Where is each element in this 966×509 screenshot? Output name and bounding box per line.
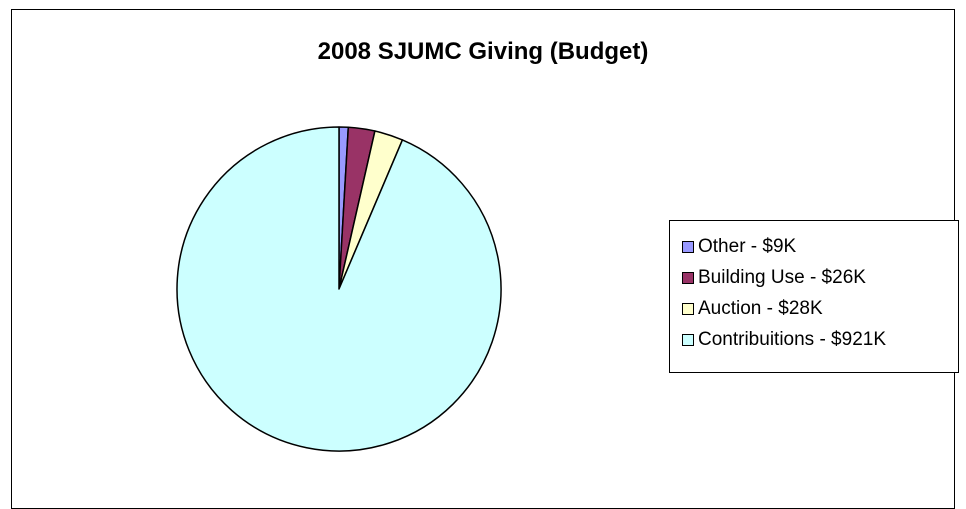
- pie-chart: [176, 126, 502, 452]
- legend: Other - $9K Building Use - $26K Auction …: [669, 220, 959, 373]
- legend-item-auction: Auction - $28K: [682, 293, 958, 324]
- legend-swatch-auction: [682, 302, 694, 315]
- legend-item-other: Other - $9K: [682, 231, 958, 262]
- legend-item-building-use: Building Use - $26K: [682, 262, 958, 293]
- legend-label-other: Other - $9K: [698, 235, 797, 257]
- chart-title: 2008 SJUMC Giving (Budget): [317, 38, 649, 65]
- legend-label-contribuitions: Contribuitions - $921K: [698, 328, 886, 350]
- legend-label-auction: Auction - $28K: [698, 297, 823, 319]
- legend-label-building-use: Building Use - $26K: [698, 266, 866, 288]
- pie-slice-contribuitions: [176, 126, 502, 452]
- chart-area: 2008 SJUMC Giving (Budget) Other - $9K B…: [11, 9, 959, 509]
- legend-swatch-other: [682, 240, 694, 253]
- legend-swatch-contribuitions: [682, 333, 694, 346]
- legend-swatch-building-use: [682, 271, 694, 284]
- legend-item-contribuitions: Contribuitions - $921K: [682, 324, 958, 355]
